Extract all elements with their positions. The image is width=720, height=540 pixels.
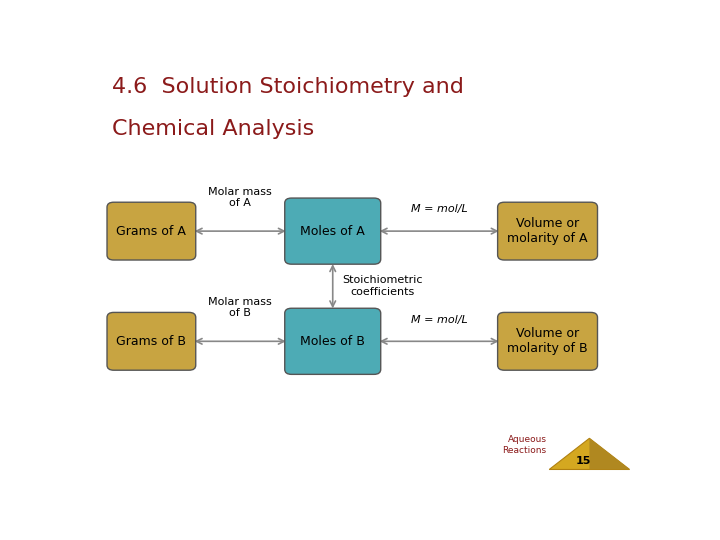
Text: Moles of B: Moles of B	[300, 335, 365, 348]
FancyBboxPatch shape	[284, 308, 381, 374]
Text: Volume or
molarity of B: Volume or molarity of B	[508, 327, 588, 355]
Text: M = mol/L: M = mol/L	[411, 315, 467, 325]
Text: Grams of B: Grams of B	[117, 335, 186, 348]
Text: Aqueous
Reactions: Aqueous Reactions	[503, 435, 546, 455]
Text: Moles of A: Moles of A	[300, 225, 365, 238]
Text: Stoichiometric
coefficients: Stoichiometric coefficients	[343, 275, 423, 297]
Text: Chemical Analysis: Chemical Analysis	[112, 119, 315, 139]
Text: 4.6  Solution Stoichiometry and: 4.6 Solution Stoichiometry and	[112, 77, 464, 97]
Polygon shape	[549, 438, 629, 469]
Text: Volume or
molarity of A: Volume or molarity of A	[508, 217, 588, 245]
Text: Grams of A: Grams of A	[117, 225, 186, 238]
FancyBboxPatch shape	[107, 202, 196, 260]
Text: Molar mass
of B: Molar mass of B	[208, 297, 272, 319]
FancyBboxPatch shape	[498, 202, 598, 260]
Text: 15: 15	[576, 456, 592, 465]
Text: M = mol/L: M = mol/L	[411, 205, 467, 214]
FancyBboxPatch shape	[498, 313, 598, 370]
Polygon shape	[590, 438, 629, 469]
Text: Molar mass
of A: Molar mass of A	[208, 187, 272, 208]
FancyBboxPatch shape	[107, 313, 196, 370]
FancyBboxPatch shape	[284, 198, 381, 264]
